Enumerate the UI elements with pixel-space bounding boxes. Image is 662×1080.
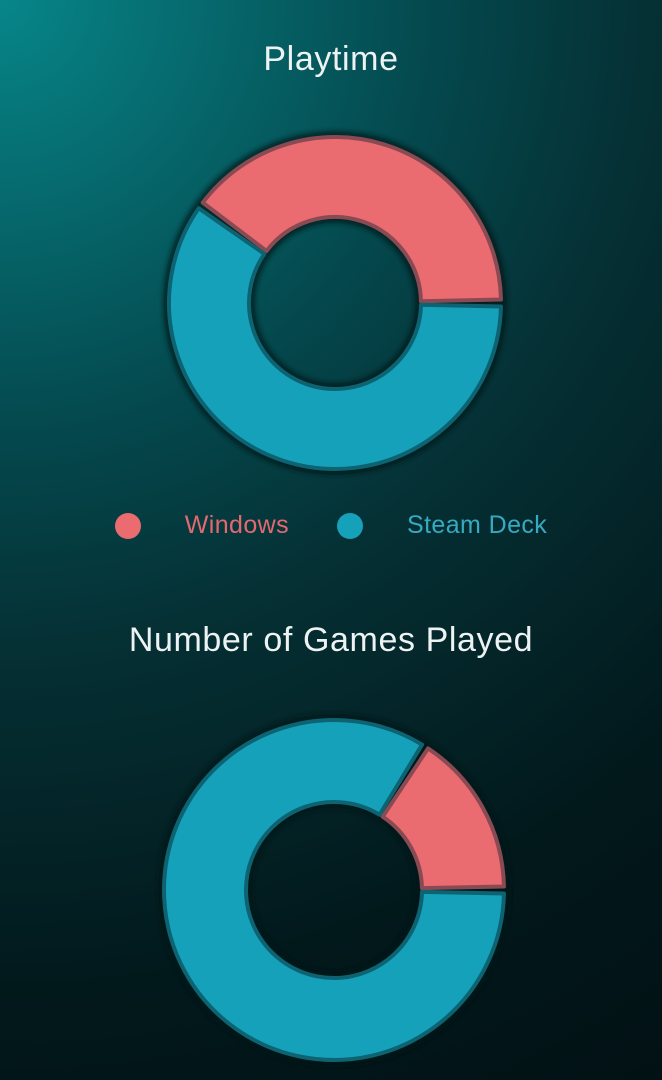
steam-deck-legend-label: Steam Deck (407, 511, 548, 539)
windows-legend-swatch-icon (114, 512, 141, 539)
chart-legend: Windows Steam Deck (0, 511, 662, 540)
playtime-windows-wedge (200, 135, 503, 304)
number-of-games-played-windows-wedge (380, 746, 506, 891)
playtime-steam-deck-wedge (167, 206, 503, 471)
playtime-chart-title: Playtime (263, 40, 399, 78)
playtime-donut-chart (163, 131, 507, 475)
windows-legend-label: Windows (184, 511, 290, 539)
legend-item-steam-deck: Steam Deck (337, 511, 547, 540)
steam-deck-legend-swatch-icon (337, 512, 364, 539)
number-of-games-played-steam-deck-wedge (162, 718, 506, 1062)
games-played-chart-title: Number of Games Played (128, 621, 534, 659)
legend-item-windows: Windows (114, 511, 290, 540)
games-played-donut-chart (158, 714, 510, 1066)
